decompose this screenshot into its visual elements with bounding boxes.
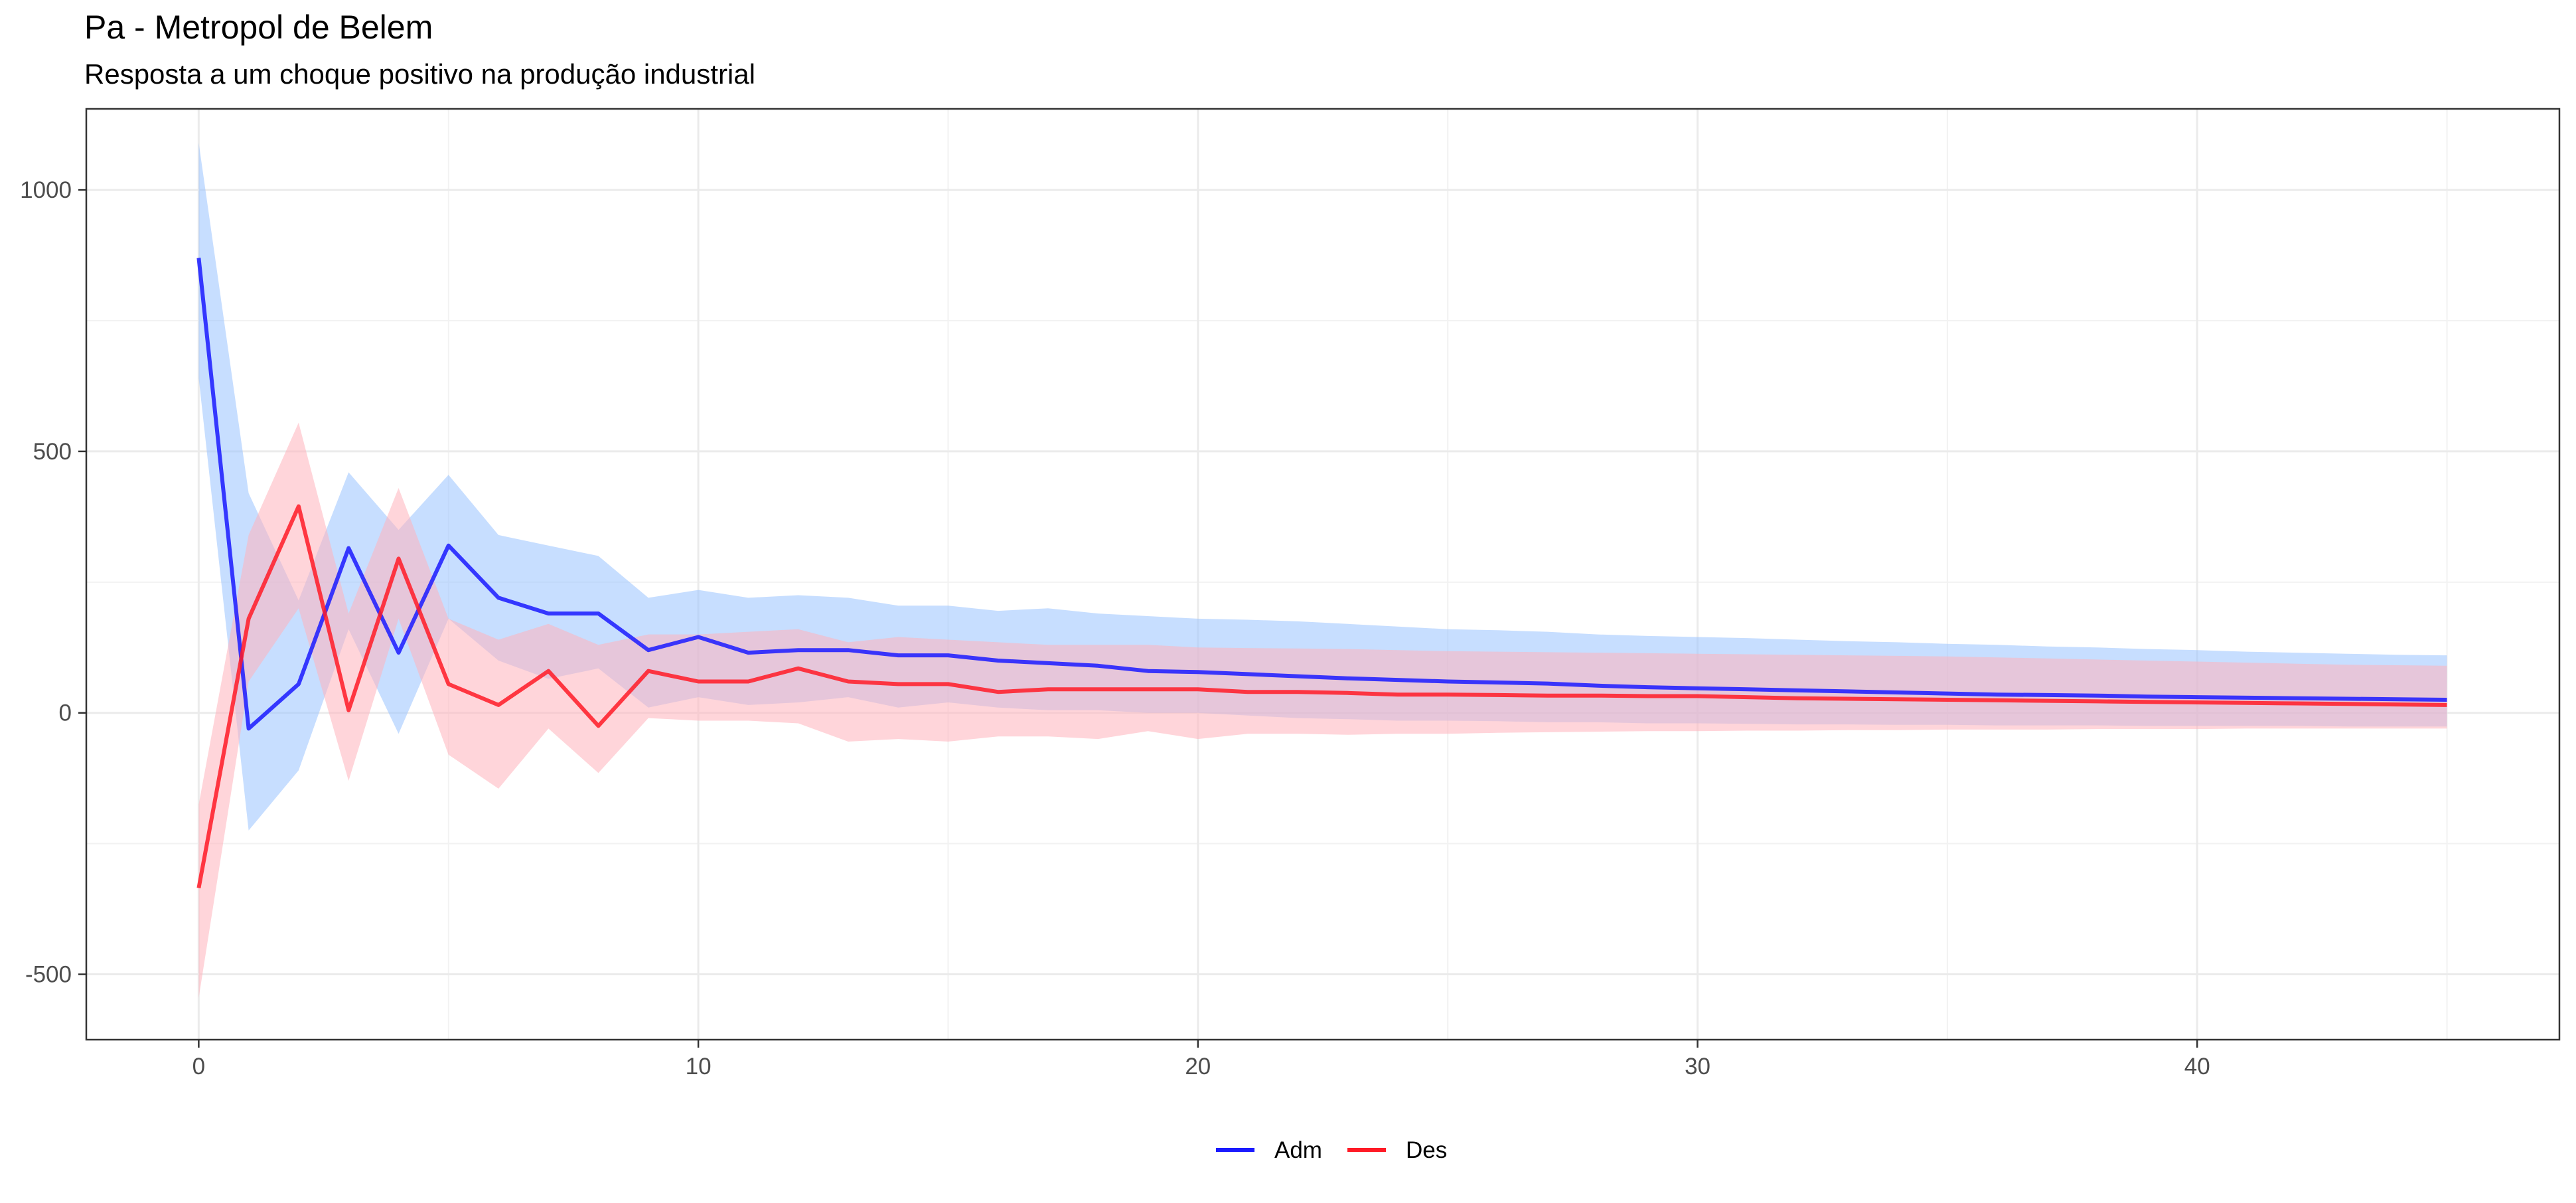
x-tick-label: 10 (686, 1054, 712, 1080)
x-tick-label: 20 (1185, 1054, 1211, 1080)
legend-label-adm: Adm (1274, 1137, 1322, 1163)
panel-border (85, 108, 2561, 1041)
x-tick-label: 30 (1685, 1054, 1710, 1080)
chart-subtitle: Resposta a um choque positivo na produçã… (84, 58, 755, 90)
x-tick-label: 40 (2184, 1054, 2210, 1080)
y-tick-label: -500 (25, 962, 72, 988)
line-des (196, 504, 2447, 889)
confidence-bands (198, 143, 2447, 998)
y-tick-label: 0 (59, 700, 72, 726)
legend-label-des: Des (1406, 1137, 1447, 1163)
x-tick-label: 0 (192, 1054, 205, 1080)
y-tick-label: 500 (33, 439, 72, 465)
band-des (198, 422, 2447, 998)
series-lines (196, 258, 2447, 889)
chart-title: Pa - Metropol de Belem (84, 9, 433, 46)
legend: Adm Des (1216, 1137, 1447, 1163)
grid-minor (86, 109, 2559, 1040)
axis-ticks (78, 189, 2198, 1048)
y-tick-label: 1000 (20, 177, 72, 203)
line-adm (196, 258, 2447, 731)
axis-tick-labels: 0 10 20 30 40 -500 0 500 1000 (20, 177, 2210, 1080)
